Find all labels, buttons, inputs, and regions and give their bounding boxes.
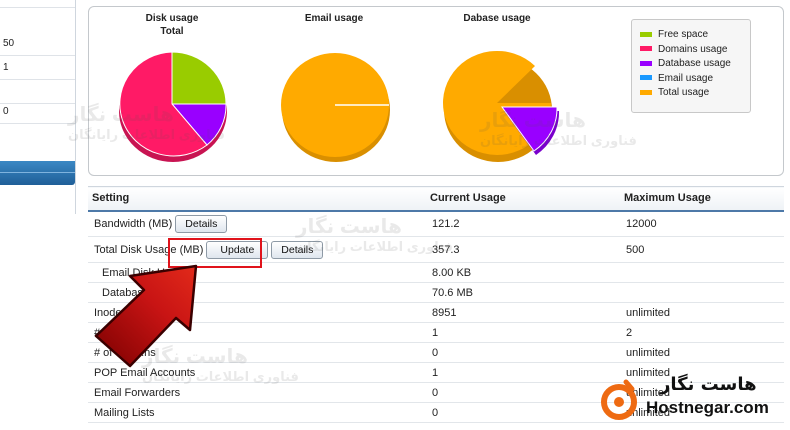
disk-update-button[interactable]: Update xyxy=(206,240,269,259)
current-usage-cell: 1 xyxy=(426,322,620,343)
update-highlight-box xyxy=(168,238,262,268)
table-row: POP Email Accounts 1 unlimited xyxy=(88,362,784,383)
chart-title-text: Disk usage xyxy=(145,13,199,24)
current-usage-cell: 70.6 MB xyxy=(426,282,620,303)
current-usage-cell: 121.2 xyxy=(426,210,620,237)
max-usage-cell: unlimited xyxy=(620,302,784,323)
brand-logo-icon xyxy=(601,379,637,420)
red-arrow-icon xyxy=(94,264,198,368)
setting-cell: Mailing Lists xyxy=(88,402,426,423)
current-usage-cell: 8951 xyxy=(426,302,620,323)
left-panel-row: 0 xyxy=(0,100,75,124)
legend-label: Total usage xyxy=(658,87,710,98)
pie-slice-database-usage xyxy=(501,106,558,152)
pie-database xyxy=(443,50,560,162)
header-setting: Setting xyxy=(88,186,426,212)
left-panel-row: 1 xyxy=(0,56,75,80)
legend-item: Domains usage xyxy=(640,43,750,58)
legend-item: Free space xyxy=(640,28,750,43)
brand-name-persian: هاست نگار xyxy=(660,374,757,395)
pie-slice-domains-usage xyxy=(119,51,208,157)
max-usage-cell: unlimited xyxy=(620,382,784,403)
table-header-row: Setting Current Usage Maximum Usage xyxy=(88,186,784,212)
left-panel-button-bar[interactable] xyxy=(0,161,75,185)
current-usage-cell: 357.3 xyxy=(426,236,620,263)
current-usage-cell: 0 xyxy=(426,402,620,423)
legend-swatch xyxy=(640,60,652,66)
left-panel-row xyxy=(0,0,75,8)
legend-swatch xyxy=(640,89,652,95)
table-row: Mailing Lists 0 unlimited xyxy=(88,402,784,423)
left-panel-row: 50 xyxy=(0,32,75,56)
chart-title-database: Dabase usage xyxy=(432,13,562,24)
header-maximum-usage: Maximum Usage xyxy=(620,186,784,212)
legend-label: Free space xyxy=(658,29,709,40)
usage-charts-panel: Disk usage Total Email usage Dabase usag… xyxy=(88,6,784,176)
table-row: Bandwidth (MB) Details 121.2 12000 xyxy=(88,210,784,237)
legend-swatch xyxy=(640,31,652,37)
table-row: Inodes 8951 unlimited xyxy=(88,302,784,323)
max-usage-cell: 2 xyxy=(620,322,784,343)
left-panel-value: 1 xyxy=(3,62,9,73)
pie-email xyxy=(281,53,390,162)
legend-label: Domains usage xyxy=(658,43,728,55)
max-usage-cell: 12000 xyxy=(620,210,784,237)
setting-cell: Total Disk Usage (MB) Update Details xyxy=(88,236,426,263)
chart-title-email: Email usage xyxy=(269,13,399,24)
table-row: Total Disk Usage (MB) Update Details 357.3… xyxy=(88,236,784,263)
setting-cell: Email Forwarders xyxy=(88,382,426,403)
current-usage-cell: 0 xyxy=(426,382,620,403)
pie-disk xyxy=(119,51,227,162)
legend-swatch xyxy=(640,46,652,52)
left-panel-value: 50 xyxy=(3,38,15,49)
legend-item: Total usage xyxy=(640,86,750,101)
brand-logo: هاست نگار Hostnegar.com xyxy=(596,374,786,424)
chart-legend: Free space Domains usage Database usage … xyxy=(631,19,751,113)
max-usage-cell: unlimited xyxy=(620,342,784,363)
table-row: Database 70.6 MB xyxy=(88,282,784,303)
table-row: Email Forwarders 0 unlimited xyxy=(88,382,784,403)
legend-label: Email usage xyxy=(658,72,714,84)
current-usage-cell: 0 xyxy=(426,342,620,363)
left-panel: 50 1 0 xyxy=(0,0,76,214)
pie-slice-free-space xyxy=(171,51,227,105)
max-usage-cell: unlimited xyxy=(620,362,784,383)
legend-item: Database usage xyxy=(640,57,750,72)
chart-title-text: Email usage xyxy=(304,13,364,24)
current-usage-cell: 1 xyxy=(426,362,620,383)
setting-cell: Bandwidth (MB) Details xyxy=(88,210,426,237)
setting-label: Total Disk Usage (MB) xyxy=(94,243,204,256)
legend-swatch xyxy=(640,75,652,81)
left-panel-row xyxy=(0,80,75,104)
chart-subtitle-text: Total xyxy=(160,26,184,37)
legend-label: Database usage xyxy=(658,58,731,69)
max-usage-cell: unlimited xyxy=(620,402,784,423)
left-panel-value: 0 xyxy=(3,106,9,117)
header-current-usage: Current Usage xyxy=(426,186,620,212)
max-usage-cell xyxy=(620,262,784,283)
brand-name-english: Hostnegar.com xyxy=(646,398,769,417)
chart-title-text: Dabase usage xyxy=(463,13,531,24)
disk-details-button[interactable]: Details xyxy=(271,240,324,259)
max-usage-cell xyxy=(620,282,784,303)
chart-title-disk: Disk usage Total xyxy=(107,13,237,37)
current-usage-cell: 8.00 KB xyxy=(426,262,620,283)
legend-item: Email usage xyxy=(640,72,750,87)
pie-charts-svg xyxy=(119,50,560,162)
setting-cell: POP Email Accounts xyxy=(88,362,426,383)
bandwidth-details-button[interactable]: Details xyxy=(175,214,228,233)
max-usage-cell: 500 xyxy=(620,236,784,263)
usage-table: Setting Current Usage Maximum Usage Band… xyxy=(88,186,784,423)
setting-label: Bandwidth (MB) xyxy=(94,217,173,230)
